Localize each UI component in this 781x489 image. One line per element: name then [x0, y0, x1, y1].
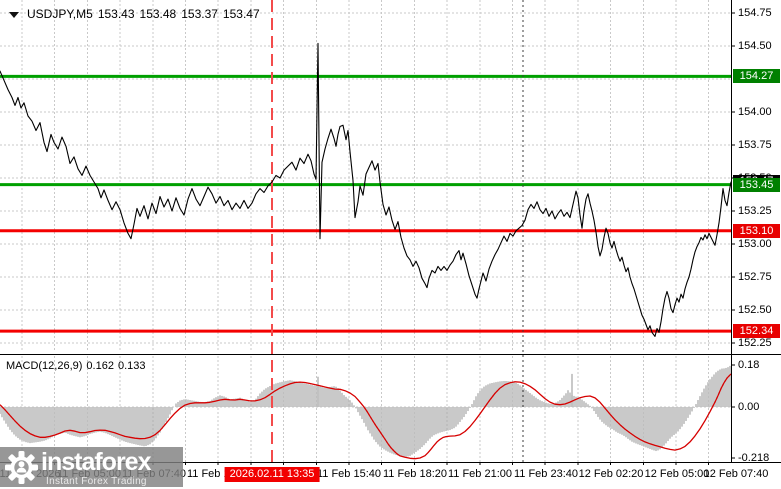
- watermark-tagline-text: Instant Forex Trading: [46, 476, 147, 487]
- vline-date-label: 2026.02.11 13:35: [224, 467, 320, 482]
- price-tick-label: 153.25: [738, 205, 772, 217]
- macd-signal-value: 0.133: [117, 360, 146, 372]
- price-line: [0, 42, 732, 337]
- macd-name: MACD(12,26,9): [6, 360, 83, 372]
- open-price: 153.43: [97, 7, 135, 21]
- close-price: 153.47: [222, 7, 260, 21]
- high-price: 153.48: [139, 7, 177, 21]
- time-axis-label: 11 Feb 18:20: [382, 468, 448, 480]
- price-tick-label: 154.75: [738, 7, 772, 19]
- instaforex-watermark: instaforex Instant Forex Trading: [0, 447, 183, 487]
- macd-indicator-label: MACD(12,26,9) 0.162 0.133: [6, 360, 149, 372]
- macd-value: 0.162: [86, 360, 114, 372]
- chart-title: USDJPY,M5 153.43 153.48 153.37 153.47: [27, 7, 265, 21]
- price-level-label: 153.45: [733, 177, 780, 192]
- time-axis-label: 11 Feb 23:40: [513, 468, 579, 480]
- watermark-brand-text: instaforex: [41, 448, 151, 476]
- price-tick-label: 154.50: [738, 40, 772, 52]
- price-tick-label: 152.50: [738, 304, 772, 316]
- low-price: 153.37: [181, 7, 218, 21]
- price-level-label: 153.10: [733, 223, 780, 238]
- time-axis-label: 12 Feb 05:00: [644, 468, 710, 480]
- grid-layer: [0, 0, 731, 462]
- price-tick-label: 153.75: [738, 139, 772, 151]
- time-axis-label: 12 Feb 07:40: [703, 468, 769, 480]
- symbol-period-label: USDJPY,M5: [27, 7, 93, 21]
- macd-tick-label: 0.00: [738, 401, 760, 413]
- macd-tick-label: -0.218: [738, 451, 770, 464]
- price-level-label: 154.27: [733, 69, 780, 84]
- price-tick-label: 154.00: [738, 106, 772, 118]
- price-tick-label: 152.25: [738, 337, 772, 349]
- instaforex-gear-logo-icon: [5, 451, 38, 484]
- symbol-dropdown-icon[interactable]: [9, 12, 19, 18]
- time-axis-label: 12 Feb 02:20: [578, 468, 644, 480]
- time-axis-label: 11 Feb 15:40: [316, 468, 382, 480]
- price-tick-label: 152.75: [738, 271, 772, 283]
- time-axis-label: 11 Feb 21:00: [447, 468, 513, 480]
- price-tick-label: 153.00: [738, 238, 772, 250]
- macd-tick-label: 0.18: [738, 359, 760, 372]
- macd-histogram: [0, 365, 731, 457]
- pane-borders: [0, 0, 781, 465]
- macd-signal-line: [0, 373, 732, 460]
- price-level-label: 152.34: [733, 324, 780, 339]
